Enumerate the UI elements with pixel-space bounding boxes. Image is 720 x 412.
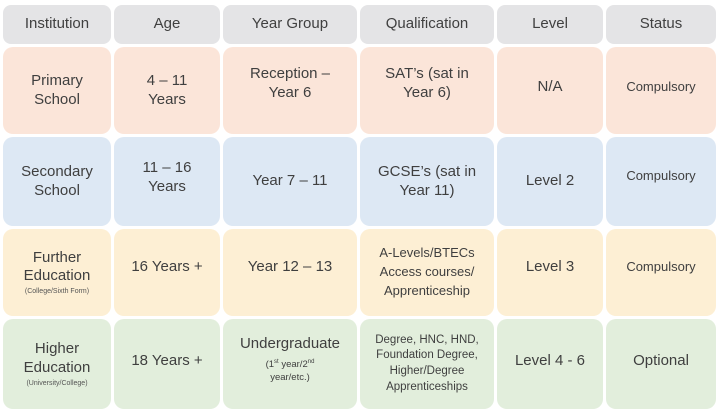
status-value: Optional bbox=[633, 351, 689, 369]
higher-status: Optional bbox=[606, 319, 716, 409]
institution-line: Education bbox=[23, 358, 91, 376]
qualification-line: Year 11) bbox=[399, 181, 455, 199]
primary-age: 4 – 11 Years bbox=[114, 47, 220, 134]
secondary-year-group: Year 7 – 11 bbox=[223, 137, 357, 226]
secondary-age: 11 – 16 Years bbox=[114, 137, 220, 226]
header-year-group: Year Group bbox=[223, 5, 357, 44]
institution-note: (College/Sixth Form) bbox=[24, 288, 90, 296]
header-age: Age bbox=[114, 5, 220, 44]
further-institution: Further Education (College/Sixth Form) bbox=[3, 229, 111, 316]
age-value: 18 Years + bbox=[131, 351, 203, 369]
qualification-line: Access courses/ bbox=[379, 264, 475, 280]
header-label: Institution bbox=[24, 15, 90, 33]
qualification-line: A-Levels/BTECs bbox=[379, 245, 475, 261]
institution-line: School bbox=[34, 181, 80, 199]
level-value: N/A bbox=[537, 78, 563, 96]
qualification-line: SAT’s (sat in bbox=[385, 64, 469, 82]
age-value: 16 Years + bbox=[131, 258, 203, 276]
qualification-line: Year 6) bbox=[403, 83, 451, 101]
further-year-group: Year 12 – 13 bbox=[223, 229, 357, 316]
year-group-line: Reception – bbox=[249, 64, 331, 82]
note-text: (1 bbox=[265, 358, 275, 370]
year-group-value: Undergraduate bbox=[239, 334, 341, 352]
secondary-level: Level 2 bbox=[497, 137, 603, 226]
year-group-line: Year 6 bbox=[268, 83, 312, 101]
further-level: Level 3 bbox=[497, 229, 603, 316]
institution-line: Higher bbox=[34, 340, 80, 358]
status-value: Compulsory bbox=[626, 168, 696, 184]
year-group-note: (1st year/2nd year/etc.) bbox=[266, 358, 315, 386]
header-label: Level bbox=[532, 15, 568, 33]
age-line: Years bbox=[148, 177, 186, 195]
higher-year-group: Undergraduate (1st year/2nd year/etc.) bbox=[223, 319, 357, 409]
age-line: 4 – 11 bbox=[146, 71, 188, 89]
primary-year-group: Reception – Year 6 bbox=[223, 47, 357, 134]
institution-line: Education bbox=[23, 267, 91, 285]
header-label: Year Group bbox=[251, 15, 329, 33]
note-text: year/2 bbox=[278, 358, 308, 370]
header-qualification: Qualification bbox=[360, 5, 494, 44]
level-value: Level 4 - 6 bbox=[514, 351, 586, 369]
further-status: Compulsory bbox=[606, 229, 716, 316]
secondary-institution: Secondary School bbox=[3, 137, 111, 226]
further-qualification: A-Levels/BTECs Access courses/ Apprentic… bbox=[360, 229, 494, 316]
year-group-value: Year 12 – 13 bbox=[247, 258, 333, 276]
primary-qualification: SAT’s (sat in Year 6) bbox=[360, 47, 494, 134]
higher-age: 18 Years + bbox=[114, 319, 220, 409]
status-value: Compulsory bbox=[626, 79, 696, 95]
secondary-qualification: GCSE’s (sat in Year 11) bbox=[360, 137, 494, 226]
header-label: Age bbox=[153, 15, 181, 33]
level-value: Level 2 bbox=[525, 172, 575, 190]
qualification-line: Apprenticeship bbox=[384, 282, 470, 298]
header-label: Qualification bbox=[385, 15, 469, 33]
primary-status: Compulsory bbox=[606, 47, 716, 134]
qualification-line: GCSE’s (sat in bbox=[377, 162, 477, 180]
header-institution: Institution bbox=[3, 5, 111, 44]
institution-line: Further bbox=[32, 248, 82, 266]
header-level: Level bbox=[497, 5, 603, 44]
higher-qualification: Degree, HNC, HND, Foundation Degree, Hig… bbox=[360, 319, 494, 409]
institution-line: School bbox=[34, 90, 80, 108]
qualification-line: Higher/Degree bbox=[389, 365, 465, 377]
primary-institution: Primary School bbox=[3, 47, 111, 134]
note-sup: st bbox=[274, 358, 279, 365]
education-table: Institution Age Year Group Qualification… bbox=[3, 5, 716, 409]
status-value: Compulsory bbox=[626, 259, 696, 275]
further-age: 16 Years + bbox=[114, 229, 220, 316]
year-group-value: Year 7 – 11 bbox=[252, 172, 328, 190]
header-label: Status bbox=[639, 15, 683, 33]
institution-line: Secondary bbox=[21, 162, 93, 180]
institution-line: Primary bbox=[31, 71, 83, 89]
age-line: 11 – 16 bbox=[142, 158, 192, 176]
level-value: Level 3 bbox=[525, 258, 575, 276]
qualification-line: Apprenticeships bbox=[386, 380, 468, 393]
institution-note: (University/College) bbox=[26, 379, 88, 387]
secondary-status: Compulsory bbox=[606, 137, 716, 226]
age-line: Years bbox=[148, 90, 186, 108]
qualification-line: Foundation Degree, bbox=[376, 349, 478, 362]
higher-institution: Higher Education (University/College) bbox=[3, 319, 111, 409]
note-text: year/etc.) bbox=[270, 372, 310, 384]
qualification-line: Degree, HNC, HND, bbox=[375, 333, 479, 346]
note-sup: nd bbox=[307, 358, 315, 365]
primary-level: N/A bbox=[497, 47, 603, 134]
higher-level: Level 4 - 6 bbox=[497, 319, 603, 409]
header-status: Status bbox=[606, 5, 716, 44]
